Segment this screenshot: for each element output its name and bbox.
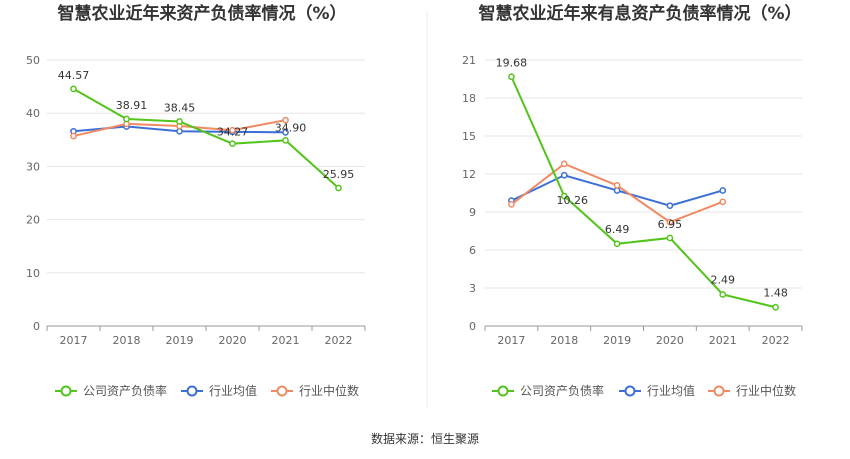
y-tick-label: 0 xyxy=(33,320,40,333)
y-tick-label: 50 xyxy=(26,54,40,67)
y-tick-label: 6 xyxy=(469,244,476,257)
x-tick-label: 2020 xyxy=(656,334,684,347)
data-point-company xyxy=(719,291,727,298)
legend-item-company[interactable]: 公司资产负债率 xyxy=(55,383,167,398)
legend-label: 行业均值 xyxy=(209,383,257,398)
x-tick-label: 2020 xyxy=(219,334,247,347)
data-point-company xyxy=(70,85,77,93)
data-label: 6.95 xyxy=(658,218,683,231)
x-tick-label: 2017 xyxy=(497,334,525,347)
data-point-median xyxy=(560,160,568,168)
x-tick-label: 2019 xyxy=(166,334,194,347)
y-tick-label: 18 xyxy=(462,92,476,105)
x-tick-label: 2017 xyxy=(60,334,88,347)
y-tick-label: 0 xyxy=(469,320,476,333)
x-tick-label: 2021 xyxy=(709,334,737,347)
data-point-median xyxy=(719,198,727,206)
legend-label: 公司资产负债率 xyxy=(520,383,604,398)
data-point-company xyxy=(176,118,183,125)
legend-item-company[interactable]: 公司资产负债率 xyxy=(492,383,604,398)
data-point-company xyxy=(282,136,289,144)
legend-swatch-marker xyxy=(624,385,636,397)
data-label: 34.90 xyxy=(275,121,307,134)
data-label: 10.26 xyxy=(557,194,589,207)
legend-item-median[interactable]: 行业中位数 xyxy=(708,383,796,398)
data-point-median xyxy=(508,201,515,208)
x-tick-label: 2018 xyxy=(550,334,578,347)
data-label: 1.48 xyxy=(763,286,788,299)
data-point-median xyxy=(613,182,621,189)
data-point-avg xyxy=(282,129,289,136)
y-tick-label: 40 xyxy=(26,107,40,120)
y-tick-label: 21 xyxy=(462,54,476,67)
data-label: 25.95 xyxy=(323,168,355,181)
y-tick-label: 15 xyxy=(462,130,476,143)
y-tick-label: 12 xyxy=(462,168,476,181)
data-point-company xyxy=(613,240,621,248)
data-point-company xyxy=(666,234,674,242)
legend-label: 行业中位数 xyxy=(736,383,796,398)
data-point-median xyxy=(70,132,77,140)
legend-swatch-marker xyxy=(186,385,198,397)
legend-swatch-marker xyxy=(497,385,509,397)
data-label: 19.68 xyxy=(496,57,528,70)
interest-bearing-debt-ratio-chart: 智慧农业近年来有息资产负债率情况（%） 0 3 6 9 12 15 18 21 2017 2018 2… xyxy=(462,3,803,398)
data-label: 34.27 xyxy=(217,126,249,139)
legend-item-median[interactable]: 行业中位数 xyxy=(271,383,359,398)
data-point-company xyxy=(508,73,515,81)
legend-label: 行业中位数 xyxy=(299,383,359,398)
data-point-avg xyxy=(719,187,727,194)
chart-title: 智慧农业近年来资产负债率情况（%） xyxy=(57,3,346,24)
y-tick-label: 20 xyxy=(26,214,40,227)
series-line-company xyxy=(510,76,776,309)
legend-item-avg[interactable]: 行业均值 xyxy=(181,383,257,398)
x-tick-label: 2022 xyxy=(762,334,790,347)
x-tick-label: 2018 xyxy=(113,334,141,347)
data-point-median xyxy=(282,116,289,124)
data-label: 6.49 xyxy=(605,223,630,236)
data-point-company xyxy=(335,184,342,192)
data-point-avg xyxy=(176,127,183,135)
data-point-median xyxy=(229,126,236,134)
data-point-company xyxy=(772,303,779,311)
legend-item-avg[interactable]: 行业均值 xyxy=(619,383,695,398)
x-tick-label: 2022 xyxy=(325,334,353,347)
data-point-company xyxy=(123,115,130,123)
y-tick-label: 3 xyxy=(469,282,476,295)
data-label: 38.91 xyxy=(116,99,148,112)
x-tick-label: 2021 xyxy=(272,334,300,347)
chart-title: 智慧农业近年来有息资产负债率情况（%） xyxy=(478,3,801,24)
data-label: 44.57 xyxy=(58,69,90,82)
legend-label: 公司资产负债率 xyxy=(83,383,167,398)
x-tick-label: 2019 xyxy=(603,334,631,347)
y-tick-label: 10 xyxy=(26,267,40,280)
data-label: 2.49 xyxy=(711,273,736,286)
data-point-median xyxy=(666,218,674,226)
data-point-avg xyxy=(666,202,674,210)
y-tick-label: 30 xyxy=(26,160,40,173)
data-point-company xyxy=(560,192,568,200)
legend-swatch-marker xyxy=(60,385,72,397)
legend-swatch-marker xyxy=(713,385,725,397)
y-tick-label: 9 xyxy=(469,206,476,219)
data-point-avg xyxy=(560,171,568,179)
legend-swatch-marker xyxy=(276,385,288,397)
debt-ratio-chart: 智慧农业近年来资产负债率情况（%） 0 10 20 30 40 50 2017 2018 2019… xyxy=(26,3,366,398)
legend-label: 行业均值 xyxy=(647,383,695,398)
data-point-company xyxy=(229,140,236,148)
source-note: 数据来源：恒生聚源 xyxy=(371,431,479,446)
data-label: 38.45 xyxy=(164,101,196,114)
series-line-company xyxy=(73,88,340,189)
